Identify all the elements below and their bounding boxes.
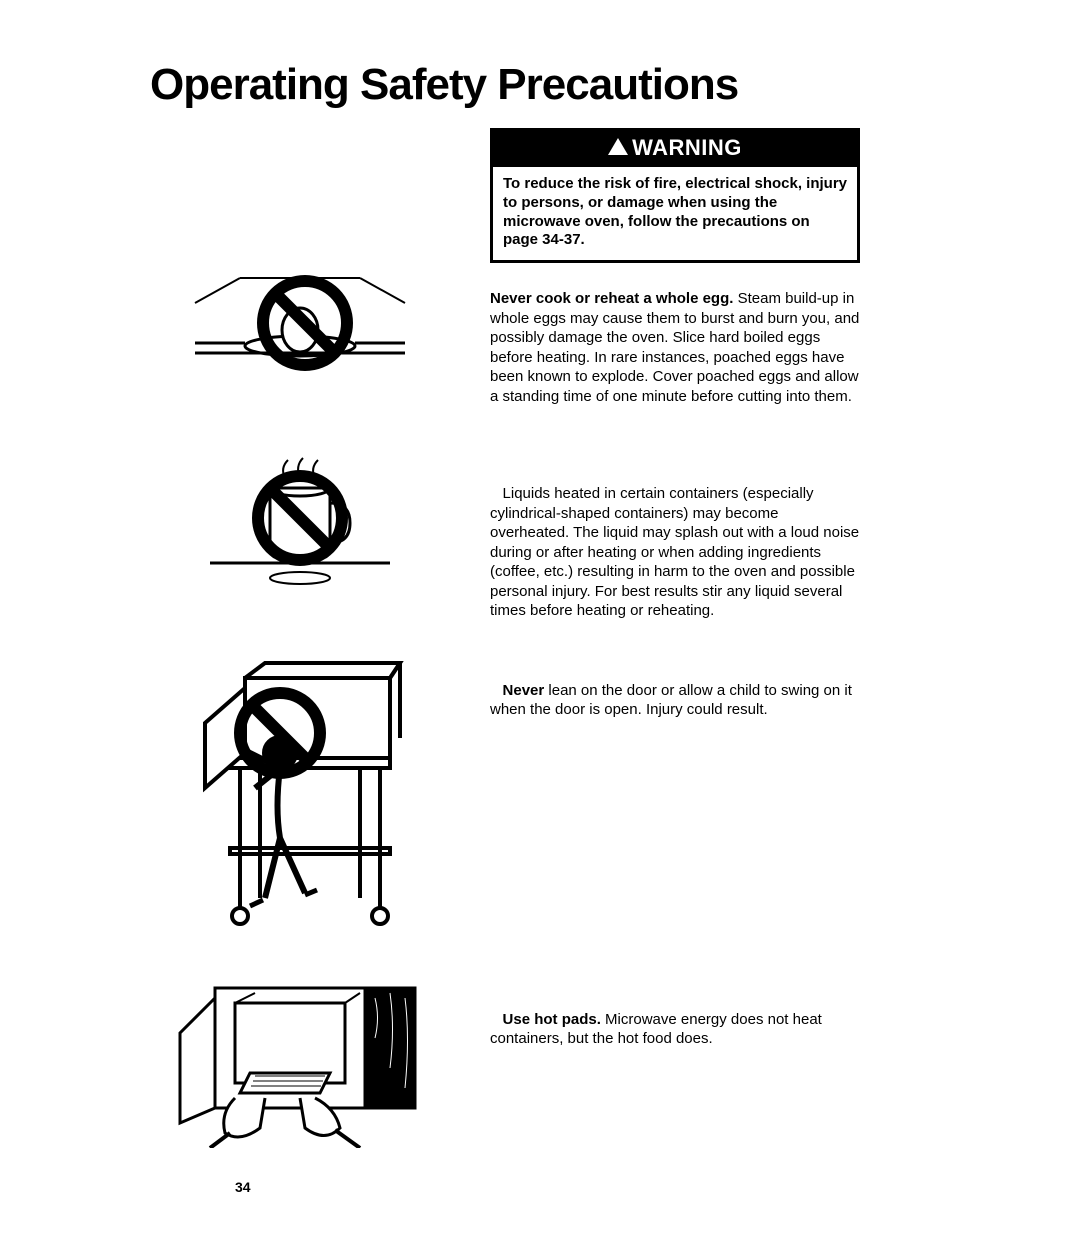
section-1-text: Never cook or reheat a whole egg. Steam … — [490, 289, 860, 406]
warning-header: WARNING — [493, 131, 857, 167]
illustration-egg — [150, 258, 450, 388]
section-1-lead: Never cook or reheat a whole egg. — [490, 290, 738, 307]
section-2-indent — [490, 485, 503, 502]
hot-pads-icon — [165, 978, 435, 1148]
section-1-body: Steam build-up in whole eggs may cause t… — [490, 290, 859, 405]
illustration-child-door — [150, 638, 450, 938]
child-on-door-prohibited-icon — [185, 638, 415, 938]
section-4-lead: Use hot pads. — [503, 1011, 606, 1028]
illustration-mug — [150, 448, 450, 608]
mug-prohibited-icon — [200, 448, 400, 608]
warning-header-text: WARNING — [632, 135, 742, 161]
content-columns: WARNING To reduce the risk of fire, elec… — [150, 128, 980, 1218]
section-3-text: Never lean on the door or allow a child … — [490, 681, 860, 720]
egg-microwave-prohibited-icon — [185, 258, 415, 388]
section-4-indent — [490, 1011, 503, 1028]
page-title: Operating Safety Precautions — [150, 60, 980, 110]
illustration-hot-pads — [150, 978, 450, 1148]
warning-body-text: To reduce the risk of fire, electrical s… — [493, 167, 857, 260]
section-3-indent — [490, 682, 503, 699]
section-4-text: Use hot pads. Microwave energy does not … — [490, 1010, 860, 1049]
section-2-body: Liquids heated in certain containers (es… — [490, 485, 859, 619]
warning-box: WARNING To reduce the risk of fire, elec… — [490, 128, 860, 263]
text-column: WARNING To reduce the risk of fire, elec… — [490, 128, 860, 1218]
section-2-text: Liquids heated in certain containers (es… — [490, 484, 860, 621]
page-number: 34 — [235, 1179, 251, 1195]
warning-triangle-icon — [608, 138, 628, 155]
document-page: Operating Safety Precautions — [0, 0, 1080, 1258]
illustration-column — [150, 128, 450, 1218]
section-3-lead: Never — [503, 682, 549, 699]
